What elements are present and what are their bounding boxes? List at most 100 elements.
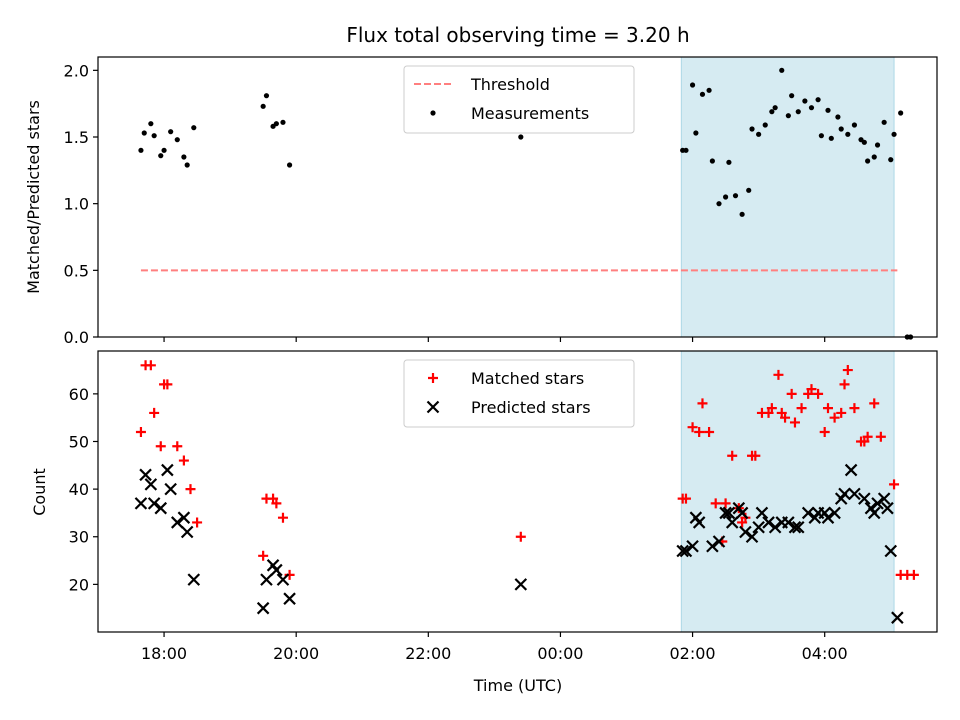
measurement-point bbox=[891, 131, 897, 137]
ratio-y-tick-label: 1.0 bbox=[64, 195, 89, 214]
predicted-star-point bbox=[739, 525, 752, 539]
predicted-star-point bbox=[844, 463, 858, 477]
measurement-point bbox=[845, 131, 851, 137]
ratio-shaded-region bbox=[680, 56, 895, 338]
measurement-point bbox=[881, 119, 887, 125]
x-tick-label: 02:00 bbox=[670, 644, 716, 663]
predicted-star-point bbox=[884, 544, 898, 558]
predicted-star-point bbox=[871, 497, 884, 510]
measurement-point bbox=[779, 67, 785, 73]
predicted-star-point bbox=[187, 573, 201, 586]
predicted-star-point bbox=[752, 520, 765, 534]
counts-legend: Matched stars Predicted stars bbox=[403, 359, 635, 428]
matched-star-point bbox=[829, 412, 840, 423]
measurement-point bbox=[828, 135, 834, 141]
predicted-star-point bbox=[686, 539, 699, 553]
measurement-point bbox=[263, 93, 270, 99]
predicted-star-point bbox=[170, 516, 184, 529]
x-axis-label: Time (UTC) bbox=[473, 676, 562, 695]
matched-star-point bbox=[813, 388, 824, 399]
predicted-star-point bbox=[256, 601, 270, 615]
matched-star-point bbox=[727, 450, 738, 461]
predicted-star-point bbox=[722, 506, 736, 520]
measurement-point bbox=[683, 147, 689, 153]
legend-label: Threshold bbox=[470, 75, 550, 94]
measurement-point bbox=[865, 158, 871, 164]
predicted-star-point bbox=[801, 506, 815, 520]
matched-star-point bbox=[720, 498, 731, 509]
predicted-star-point bbox=[147, 497, 161, 510]
predicted-star-point bbox=[788, 520, 802, 534]
matched-star-point bbox=[869, 398, 880, 409]
measurement-point bbox=[789, 93, 795, 99]
predicted-star-point bbox=[719, 506, 732, 520]
matched-star-point bbox=[786, 388, 797, 399]
legend-label: Matched stars bbox=[471, 369, 584, 388]
ratio-legend-box bbox=[403, 65, 635, 134]
predicted-star-point bbox=[881, 501, 894, 515]
matched-star-point bbox=[908, 569, 919, 580]
ratio-y-tick-label: 1.5 bbox=[64, 128, 89, 147]
predicted-star-point bbox=[821, 511, 835, 524]
predicted-star-point bbox=[735, 506, 749, 520]
measurement-point bbox=[815, 97, 821, 103]
measurement-point bbox=[286, 162, 293, 168]
measurement-point bbox=[260, 103, 266, 109]
predicted-star-point bbox=[144, 478, 158, 491]
predicted-star-point bbox=[706, 539, 719, 553]
matched-star-point bbox=[849, 403, 860, 414]
measurement-point bbox=[174, 137, 180, 143]
matched-star-point bbox=[862, 431, 873, 442]
predicted-star-point bbox=[139, 468, 152, 482]
matched-star-point bbox=[780, 412, 791, 423]
measurement-point bbox=[184, 162, 190, 168]
x-tick-label: 18:00 bbox=[141, 644, 187, 663]
matched-star-point bbox=[271, 498, 282, 509]
counts-y-tick-label: 30 bbox=[69, 528, 89, 547]
matched-star-point bbox=[277, 512, 288, 523]
chart-title: Flux total observing time = 3.20 h bbox=[346, 23, 689, 47]
measurement-point bbox=[699, 91, 706, 97]
predicted-star-point bbox=[755, 506, 769, 520]
counts-series-predicted-stars bbox=[134, 463, 904, 624]
predicted-star-point bbox=[134, 497, 148, 510]
measurement-point bbox=[756, 131, 762, 137]
predicted-star-point bbox=[177, 511, 191, 524]
measurement-point bbox=[898, 110, 904, 116]
measurement-point bbox=[161, 147, 167, 153]
legend-label: Measurements bbox=[471, 104, 589, 123]
matched-star-point bbox=[185, 484, 196, 495]
predicted-star-point bbox=[891, 611, 904, 624]
matched-star-point bbox=[789, 417, 800, 428]
x-tick-label: 20:00 bbox=[273, 644, 319, 663]
matched-star-point bbox=[515, 531, 526, 542]
matched-star-point bbox=[819, 426, 830, 437]
counts-y-tick-label: 50 bbox=[69, 432, 89, 451]
counts-series-matched-stars bbox=[135, 360, 919, 580]
matched-star-point bbox=[773, 369, 784, 380]
predicted-star-point bbox=[768, 520, 782, 534]
predicted-star-point bbox=[692, 516, 706, 529]
predicted-star-point bbox=[276, 573, 290, 586]
measurement-point bbox=[769, 109, 775, 115]
counts-panel: Count 20 30 40 50 60 18:00 20:00 22:00 00:00 02:0… bbox=[30, 350, 938, 663]
matched-star-point bbox=[680, 493, 691, 504]
predicted-star-point bbox=[283, 592, 296, 605]
measurement-point bbox=[709, 158, 715, 164]
legend-predicted-swatch bbox=[426, 400, 440, 414]
measurement-point bbox=[148, 121, 154, 127]
ratio-series-measurements bbox=[138, 67, 914, 340]
matched-star-point bbox=[258, 550, 269, 561]
legend-matched-swatch bbox=[428, 373, 438, 383]
predicted-star-point bbox=[679, 544, 693, 558]
measurement-point bbox=[888, 157, 894, 163]
x-tick-label: 04:00 bbox=[802, 644, 848, 663]
counts-y-tick-label: 20 bbox=[69, 575, 89, 594]
counts-legend-box bbox=[403, 359, 635, 428]
measurement-point bbox=[739, 211, 745, 217]
measurement-point bbox=[785, 113, 791, 119]
counts-y-axis-label: Count bbox=[30, 468, 49, 516]
predicted-star-point bbox=[867, 506, 881, 520]
measurement-point bbox=[168, 129, 174, 135]
